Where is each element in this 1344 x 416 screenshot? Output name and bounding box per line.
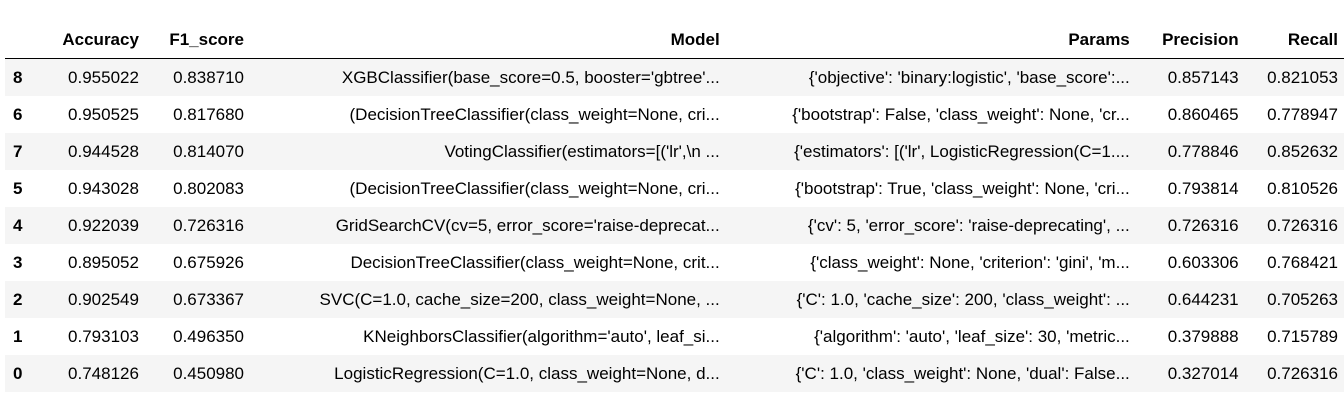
precision-cell: 0.603306 [1167,252,1239,272]
params-cell: {'bootstrap': False, 'class_weight': Non… [792,104,1130,124]
params-cell: {'C': 1.0, 'class_weight': None, 'dual':… [725,355,1136,392]
model-cell: (DecisionTreeClassifier(class_weight=Non… [349,178,720,198]
recall-cell: 0.821053 [1244,58,1344,96]
f1-score-cell: 0.838710 [144,58,251,96]
precision-cell: 0.379888 [1167,326,1239,346]
precision-cell: 0.857143 [1135,58,1245,96]
precision-cell: 0.644231 [1135,281,1245,318]
f1-score-cell: 0.450980 [144,355,251,392]
row-index: 8 [5,58,42,96]
params-cell: {'C': 1.0, 'cache_size': 200, 'class_wei… [725,281,1136,318]
accuracy-cell: 0.895052 [68,252,139,272]
column-header-params: Params [725,22,1136,59]
table-row: 0 0.748126 0.450980 LogisticRegression(C… [5,355,1344,392]
precision-cell: 0.726316 [1135,207,1245,244]
recall-cell: 0.810526 [1267,178,1338,198]
table-row: 7 0.944528 0.814070 VotingClassifier(est… [5,133,1344,170]
accuracy-cell: 0.902549 [41,281,145,318]
accuracy-cell: 0.950525 [68,104,139,124]
recall-cell: 0.705263 [1244,281,1344,318]
column-header-precision: Precision [1135,22,1245,59]
f1-score-cell: 0.673367 [144,281,251,318]
f1-score-cell: 0.814070 [144,133,251,170]
column-header-model: Model [250,22,726,59]
f1-score-cell: 0.802083 [173,178,245,198]
precision-cell: 0.793814 [1167,178,1239,198]
row-index: 6 [13,104,23,124]
table-header-row: Accuracy F1_score Model Params Precision… [5,22,1344,59]
params-cell: {'class_weight': None, 'criterion': 'gin… [810,252,1130,272]
model-cell: (DecisionTreeClassifier(class_weight=Non… [349,104,720,124]
params-cell: {'cv': 5, 'error_score': 'raise-deprecat… [725,207,1136,244]
table-row: 1 0.793103 0.496350 KNeighborsClassifier… [5,318,1344,355]
f1-score-cell: 0.496350 [173,326,245,346]
recall-cell: 0.715789 [1267,326,1338,346]
row-index: 0 [5,355,42,392]
dataframe-table: Accuracy F1_score Model Params Precision… [5,22,1344,392]
model-cell: VotingClassifier(estimators=[('lr',\n ..… [250,133,726,170]
params-cell: {'estimators': [('lr', LogisticRegressio… [725,133,1136,170]
recall-cell: 0.768421 [1267,252,1338,272]
accuracy-cell: 0.793103 [68,326,139,346]
accuracy-cell: 0.922039 [41,207,145,244]
column-header-accuracy: Accuracy [41,22,145,59]
recall-cell: 0.778947 [1267,104,1338,124]
params-cell: {'algorithm': 'auto', 'leaf_size': 30, '… [814,326,1130,346]
precision-cell: 0.860465 [1167,104,1239,124]
table-row: 8 0.955022 0.838710 XGBClassifier(base_s… [5,58,1344,96]
table-row: 6 0.950525 0.817680 (DecisionTreeClassif… [5,96,1344,133]
f1-score-cell: 0.817680 [173,104,245,124]
precision-cell: 0.778846 [1135,133,1245,170]
model-cell: DecisionTreeClassifier(class_weight=None… [350,252,720,272]
model-cell: XGBClassifier(base_score=0.5, booster='g… [250,58,726,96]
row-index: 3 [13,252,23,272]
table-row: 4 0.922039 0.726316 GridSearchCV(cv=5, e… [5,207,1344,244]
column-header-recall: Recall [1244,22,1344,59]
column-header-index [5,22,42,59]
accuracy-cell: 0.955022 [41,58,145,96]
model-cell: SVC(C=1.0, cache_size=200, class_weight=… [250,281,726,318]
row-index: 1 [13,326,23,346]
row-index: 5 [13,178,23,198]
recall-cell: 0.726316 [1244,207,1344,244]
model-cell: KNeighborsClassifier(algorithm='auto', l… [363,326,720,346]
row-index: 2 [5,281,42,318]
model-cell: LogisticRegression(C=1.0, class_weight=N… [250,355,726,392]
row-index: 7 [5,133,42,170]
model-cell: GridSearchCV(cv=5, error_score='raise-de… [250,207,726,244]
recall-cell: 0.726316 [1244,355,1344,392]
table-row: 2 0.902549 0.673367 SVC(C=1.0, cache_siz… [5,281,1344,318]
column-header-f1-score: F1_score [144,22,251,59]
row-index: 4 [5,207,42,244]
f1-score-cell: 0.726316 [144,207,251,244]
f1-score-cell: 0.675926 [173,252,245,272]
params-cell: {'bootstrap': True, 'class_weight': None… [795,178,1130,198]
accuracy-cell: 0.944528 [41,133,145,170]
accuracy-cell: 0.748126 [41,355,145,392]
precision-cell: 0.327014 [1135,355,1245,392]
params-cell: {'objective': 'binary:logistic', 'base_s… [725,58,1136,96]
table-row: 5 0.943028 0.802083 (DecisionTreeClassif… [5,170,1344,207]
accuracy-cell: 0.943028 [68,178,139,198]
table-row: 3 0.895052 0.675926 DecisionTreeClassifi… [5,244,1344,281]
recall-cell: 0.852632 [1244,133,1344,170]
